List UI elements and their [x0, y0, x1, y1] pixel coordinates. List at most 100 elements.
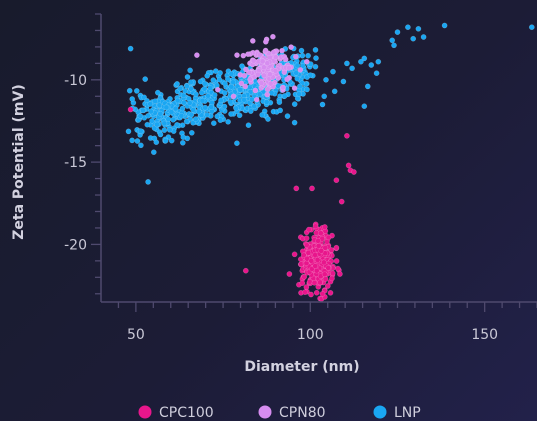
lnp-point [185, 74, 190, 79]
lnp-point [218, 118, 223, 123]
cpn80-point [251, 58, 256, 63]
lnp-point [171, 117, 176, 122]
legend-label-cpn80: CPN80 [279, 405, 326, 421]
cpn80-point [250, 38, 255, 43]
lnp-point [188, 80, 193, 85]
cpc100-point [322, 224, 327, 229]
cpc100-point [322, 272, 327, 277]
lnp-point [166, 117, 171, 122]
x-ticks: 50 100 150 [118, 302, 537, 343]
lnp-point [155, 90, 160, 95]
lnp-point [228, 111, 233, 116]
lnp-point [163, 138, 168, 143]
lnp-point [162, 121, 167, 126]
lnp-point [149, 118, 154, 123]
lnp-point [152, 136, 157, 141]
cpc100-point [330, 271, 335, 276]
y-tick-label: -15 [64, 155, 87, 171]
cpn80-point [263, 48, 268, 53]
cpc100-point [308, 292, 313, 297]
lnp-point [297, 84, 302, 89]
cpn80-point [267, 72, 272, 77]
lnp-point [252, 104, 257, 109]
cpn80-point [242, 73, 247, 78]
lnp-point [330, 69, 335, 74]
lnp-point [179, 113, 184, 118]
lnp-point [128, 46, 133, 51]
lnp-point [369, 62, 374, 67]
legend: CPC100 CPN80 LNP [139, 405, 421, 421]
legend-marker-cpn80 [259, 406, 272, 419]
cpc100-point [344, 133, 349, 138]
cpc100-point [302, 274, 307, 279]
lnp-point [416, 26, 421, 31]
cpc100-point [329, 276, 334, 281]
lnp-point [442, 23, 447, 28]
lnp-point [164, 105, 169, 110]
cpn80-point [285, 77, 290, 82]
cpc100-point [324, 239, 329, 244]
lnp-point [229, 71, 234, 76]
cpc100-point [307, 279, 312, 284]
lnp-point [390, 38, 395, 43]
lnp-point [297, 92, 302, 97]
cpn80-point [263, 39, 268, 44]
lnp-point [184, 84, 189, 89]
lnp-point [260, 112, 265, 117]
cpc100-point [318, 231, 323, 236]
lnp-point [211, 121, 216, 126]
lnp-point [169, 110, 174, 115]
lnp-point [202, 86, 207, 91]
lnp-point [362, 104, 367, 109]
lnp-point [341, 79, 346, 84]
lnp-point [138, 129, 143, 134]
cpn80-point [271, 50, 276, 55]
lnp-point [226, 119, 231, 124]
lnp-point [222, 81, 227, 86]
cpn80-point [215, 87, 220, 92]
lnp-point [158, 111, 163, 116]
lnp-point [278, 108, 283, 113]
cpc100-point [313, 263, 318, 268]
cpc100-point [320, 291, 325, 296]
lnp-point [175, 98, 180, 103]
cpc100-point [318, 280, 323, 285]
cpn80-point [273, 68, 278, 73]
cpc100-point [312, 280, 317, 285]
x-tick-label: 100 [297, 327, 324, 343]
lnp-point [234, 141, 239, 146]
cpn80-point [268, 81, 273, 86]
lnp-point [187, 100, 192, 105]
lnp-point [167, 127, 172, 132]
lnp-point [130, 138, 135, 143]
lnp-point [300, 53, 305, 58]
lnp-point [237, 87, 242, 92]
lnp-point [264, 100, 269, 105]
lnp-point [188, 68, 193, 73]
lnp-point [145, 122, 150, 127]
cpn80-point [243, 67, 248, 72]
lnp-point [529, 25, 534, 30]
cpc100-point [325, 283, 330, 288]
lnp-point [374, 71, 379, 76]
x-tick-label: 50 [127, 327, 145, 343]
lnp-point [376, 59, 381, 64]
legend-label-cpc100: CPC100 [159, 405, 214, 421]
lnp-point [282, 93, 287, 98]
cpn80-point [270, 34, 275, 39]
cpn80-point [304, 59, 309, 64]
lnp-point [154, 122, 159, 127]
lnp-point [191, 107, 196, 112]
x-tick-label: 150 [471, 327, 498, 343]
lnp-point [173, 106, 178, 111]
cpn80-point [289, 45, 294, 50]
legend-marker-lnp [374, 406, 387, 419]
lnp-point [193, 92, 198, 97]
lnp-point [203, 105, 208, 110]
cpn80-point [293, 54, 298, 59]
lnp-point [405, 25, 410, 30]
lnp-point [322, 94, 327, 99]
cpc100-point [337, 271, 342, 276]
cpc100-point [306, 250, 311, 255]
cpn80-point [265, 61, 270, 66]
